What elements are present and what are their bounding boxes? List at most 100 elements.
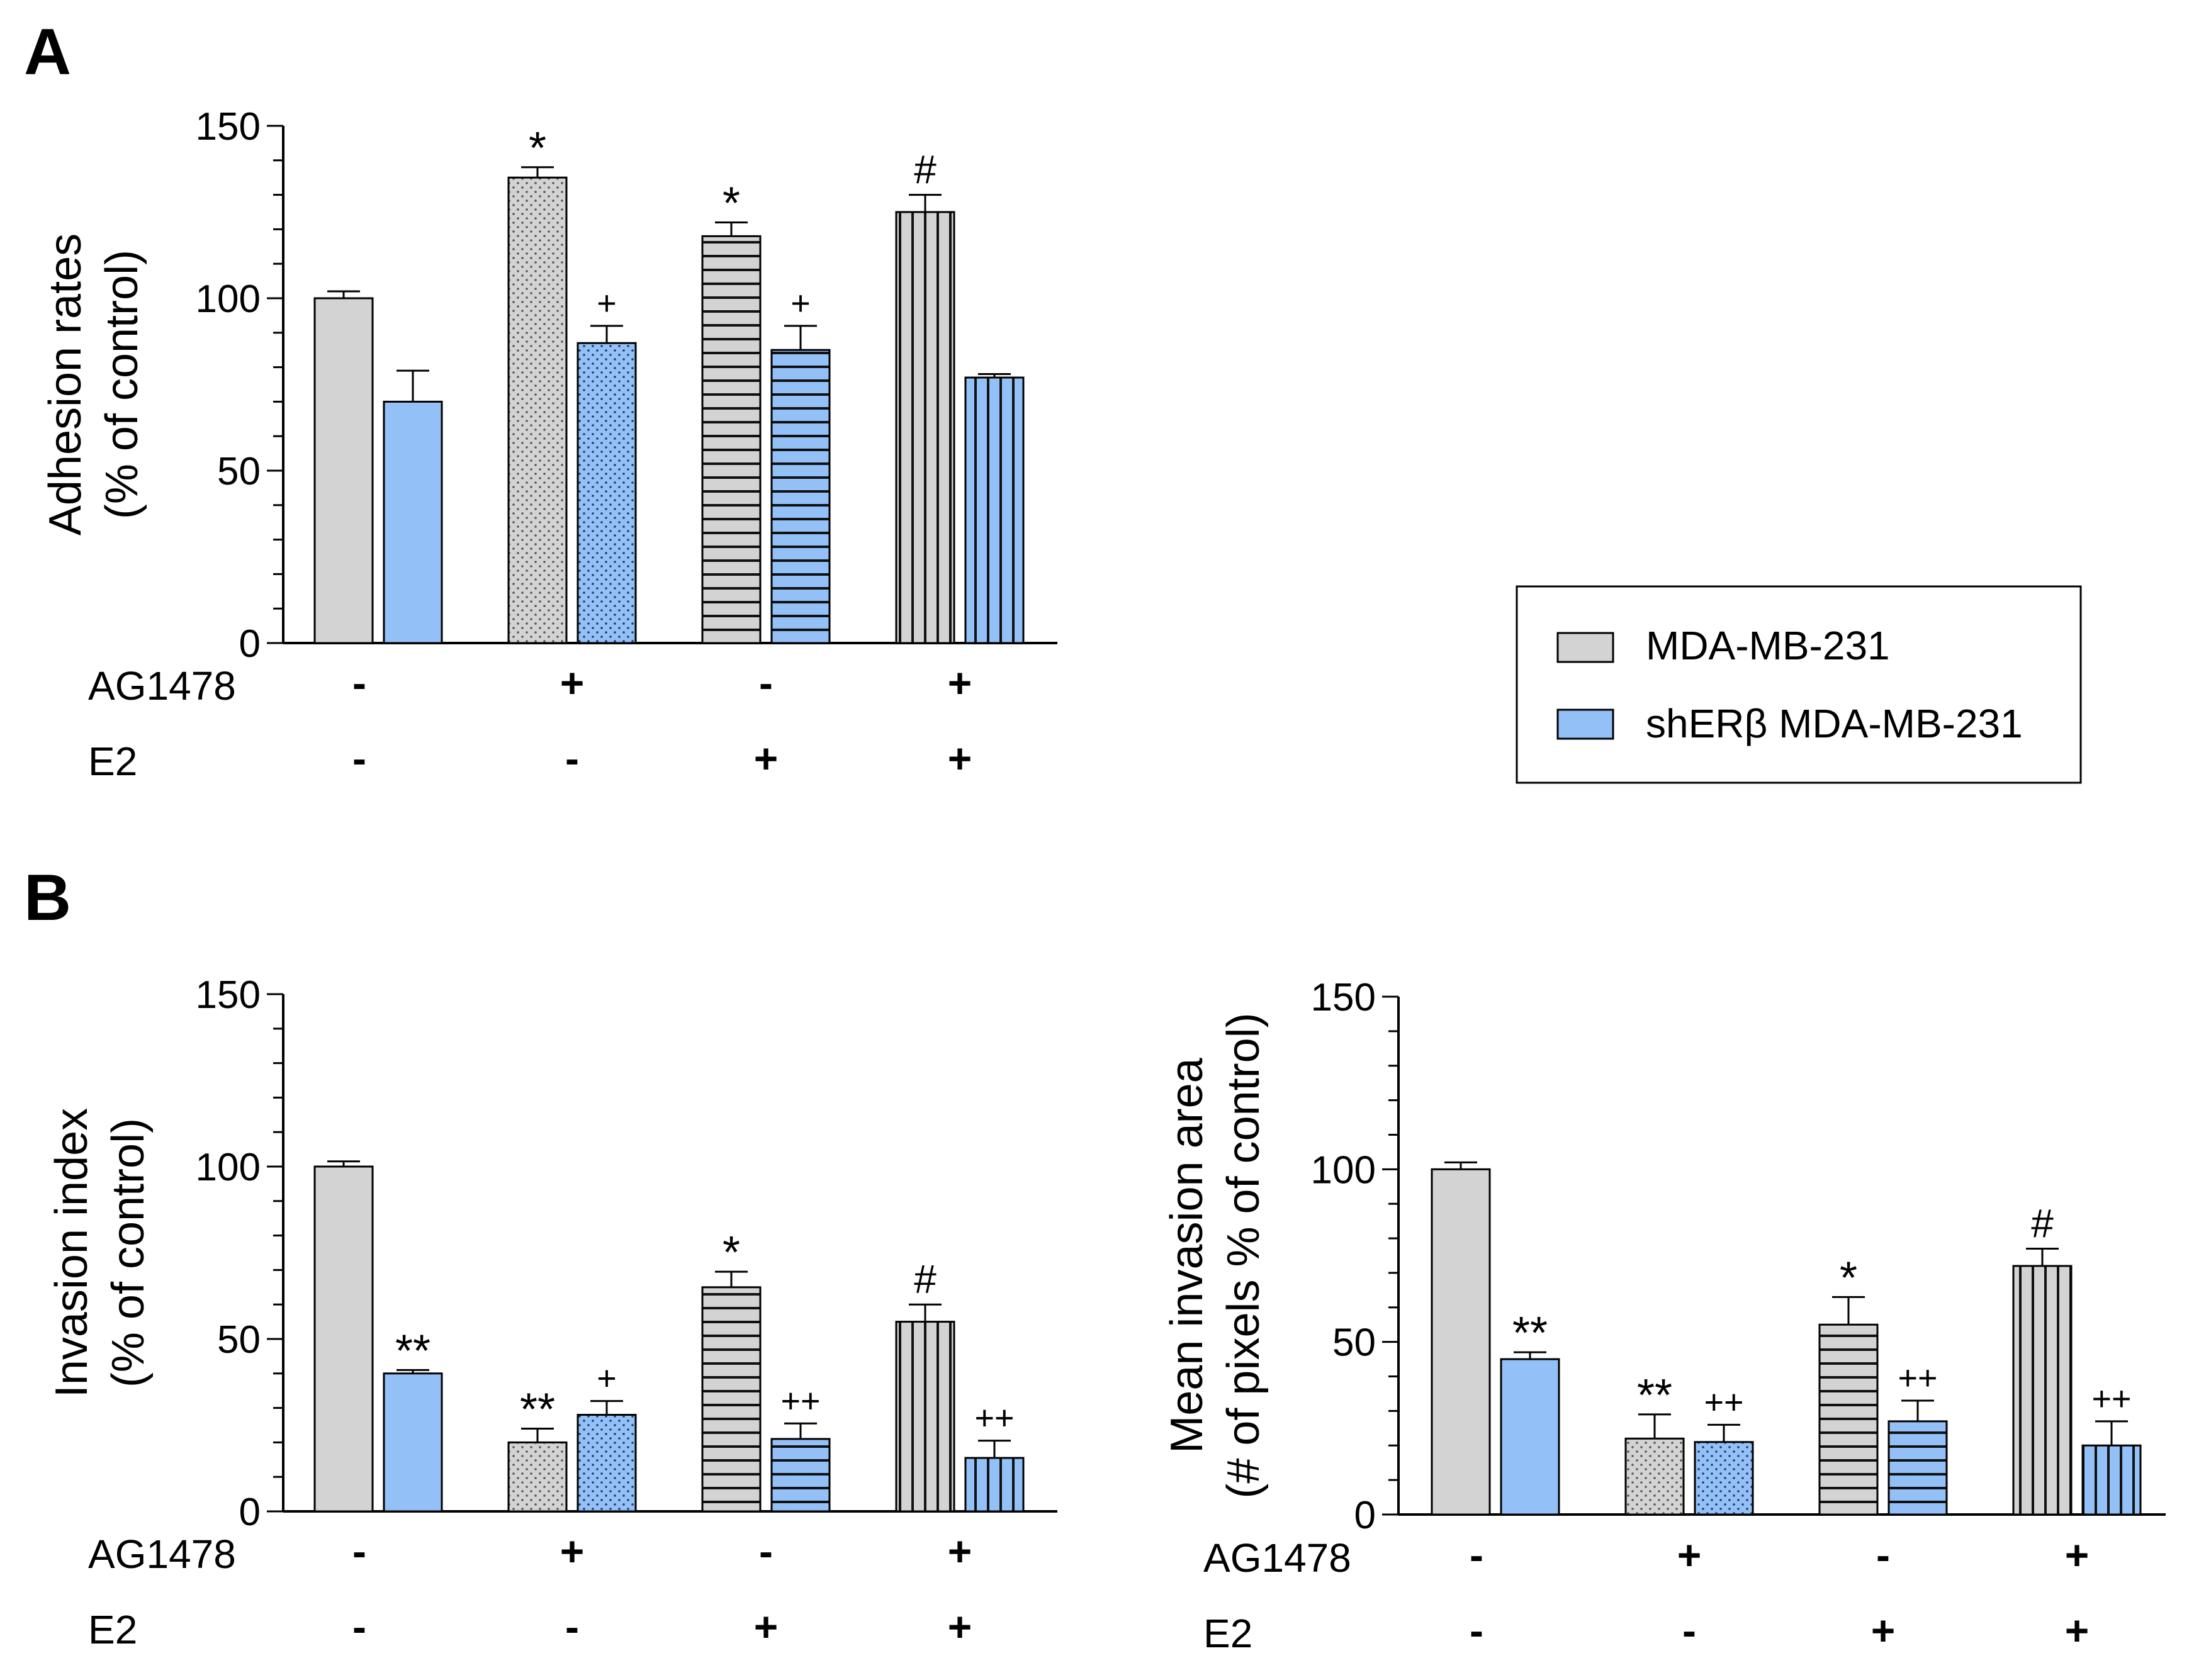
bar-sherb-mda-mb-231-1 — [383, 400, 443, 644]
condition-sign: - — [352, 659, 366, 706]
bar-sherb-mda-mb-231-2 — [577, 1414, 637, 1513]
y-tick-label: 100 — [196, 1146, 261, 1189]
bar-sherb-mda-mb-231-3 — [770, 1438, 831, 1513]
significance-label: * — [723, 178, 740, 228]
bar-sherb-mda-mb-231-4 — [964, 376, 1025, 644]
bar-sherb-mda-mb-231-3 — [770, 349, 831, 644]
y-axis-sublabel: (% of control) — [103, 1118, 154, 1387]
legend-swatch-sherb-mda-mb-231 — [1556, 708, 1614, 740]
condition-sign: - — [352, 1528, 366, 1574]
bar-mda-mb-231-2 — [507, 176, 568, 644]
legend-label-sherb-mda-mb-231: shERβ MDA-MB-231 — [1646, 701, 2023, 746]
condition-sign: - — [352, 1603, 366, 1650]
panel-label-b: B — [24, 861, 71, 934]
legend-label-mda-mb-231: MDA-MB-231 — [1646, 623, 1890, 668]
bar-mda-mb-231-3 — [701, 1286, 762, 1513]
bar-sherb-mda-mb-231-3 — [1887, 1420, 1948, 1516]
significance-label: ++ — [1704, 1383, 1743, 1421]
y-tick-label: 150 — [1311, 976, 1376, 1019]
significance-label: * — [723, 1228, 740, 1278]
y-tick-label: 50 — [217, 450, 261, 493]
condition-sign: - — [1470, 1607, 1483, 1654]
condition-sign: + — [948, 1528, 972, 1574]
significance-label: * — [1840, 1253, 1857, 1303]
bar-mda-mb-231-3 — [701, 235, 762, 644]
significance-label: # — [914, 1257, 937, 1302]
bar-mda-mb-231-1 — [1431, 1168, 1491, 1516]
significance-label: + — [597, 1360, 617, 1397]
condition-label-e2: E2 — [1203, 1611, 1252, 1656]
y-axis-label: Adhesion rates — [40, 233, 91, 535]
bar-sherb-mda-mb-231-4 — [964, 1457, 1025, 1513]
condition-label-ag1478: AG1478 — [88, 663, 236, 708]
y-tick-label: 100 — [1311, 1148, 1376, 1192]
condition-sign: + — [2065, 1607, 2090, 1654]
condition-sign: + — [948, 659, 972, 706]
significance-label: ++ — [1898, 1359, 1937, 1397]
y-axis-label: Invasion index — [47, 1108, 97, 1397]
bar-mda-mb-231-2 — [507, 1441, 568, 1513]
significance-label: # — [2031, 1201, 2054, 1246]
y-axis-sublabel: (# of pixels % of control) — [1218, 1012, 1269, 1498]
bar-mda-mb-231-4 — [895, 1321, 955, 1513]
condition-sign: + — [560, 659, 585, 706]
y-tick-label: 0 — [1354, 1494, 1376, 1537]
bar-sherb-mda-mb-231-4 — [2081, 1444, 2142, 1516]
significance-label: ** — [395, 1326, 430, 1376]
bar-sherb-mda-mb-231-1 — [383, 1372, 443, 1513]
condition-label-e2: E2 — [88, 1607, 137, 1652]
significance-label: # — [914, 147, 937, 193]
y-tick-label: 150 — [196, 973, 261, 1017]
condition-sign: + — [2065, 1532, 2090, 1578]
bar-mda-mb-231-2 — [1624, 1437, 1685, 1516]
condition-sign: - — [1470, 1532, 1483, 1578]
significance-label: ** — [1512, 1308, 1548, 1358]
condition-sign: + — [1677, 1532, 1702, 1578]
condition-sign: - — [565, 1603, 579, 1650]
condition-sign: + — [1871, 1607, 1896, 1654]
condition-sign: + — [948, 1603, 972, 1650]
bar-sherb-mda-mb-231-2 — [577, 342, 637, 644]
bar-mda-mb-231-1 — [313, 1165, 374, 1513]
condition-sign: - — [565, 735, 579, 781]
condition-sign: - — [759, 659, 773, 706]
condition-label-e2: E2 — [88, 739, 137, 784]
y-tick-label: 0 — [239, 1491, 261, 1534]
significance-label: ** — [1637, 1370, 1672, 1421]
condition-sign: - — [759, 1528, 773, 1574]
chart-mean-invasion-area: 0 50 100 150 Mean invasion area (# of pixels … — [1162, 976, 2166, 1656]
bar-sherb-mda-mb-231-2 — [1694, 1441, 1754, 1516]
condition-sign: + — [948, 735, 972, 781]
y-tick-label: 150 — [196, 105, 261, 148]
significance-label: * — [529, 123, 546, 174]
significance-label: + — [597, 284, 617, 322]
y-tick-label: 50 — [1332, 1321, 1376, 1365]
bar-mda-mb-231-4 — [895, 211, 955, 644]
significance-label: ++ — [780, 1382, 820, 1420]
condition-sign: + — [754, 735, 779, 781]
legend-box — [1516, 585, 2082, 784]
condition-sign: - — [1682, 1607, 1696, 1654]
significance-label: ++ — [2091, 1380, 2131, 1418]
condition-sign: + — [560, 1528, 585, 1574]
y-tick-label: 50 — [217, 1318, 261, 1362]
legend: MDA-MB-231 shERβ MDA-MB-231 — [1516, 585, 2082, 784]
bar-mda-mb-231-1 — [313, 297, 374, 644]
significance-label: ++ — [974, 1399, 1014, 1437]
significance-label: ** — [520, 1384, 555, 1435]
condition-sign: + — [754, 1603, 779, 1650]
bar-sherb-mda-mb-231-1 — [1500, 1358, 1560, 1516]
y-axis-sublabel: (% of control) — [97, 250, 147, 519]
condition-label-ag1478: AG1478 — [1203, 1535, 1351, 1581]
condition-label-ag1478: AG1478 — [88, 1532, 236, 1577]
bar-mda-mb-231-3 — [1818, 1323, 1879, 1516]
panel-label-a: A — [24, 16, 71, 89]
bar-mda-mb-231-4 — [2012, 1265, 2073, 1516]
significance-label: + — [790, 284, 811, 322]
y-axis-label: Mean invasion area — [1162, 1057, 1212, 1453]
condition-sign: - — [352, 735, 366, 781]
condition-sign: - — [1876, 1532, 1890, 1578]
legend-swatch-mda-mb-231 — [1556, 632, 1614, 663]
